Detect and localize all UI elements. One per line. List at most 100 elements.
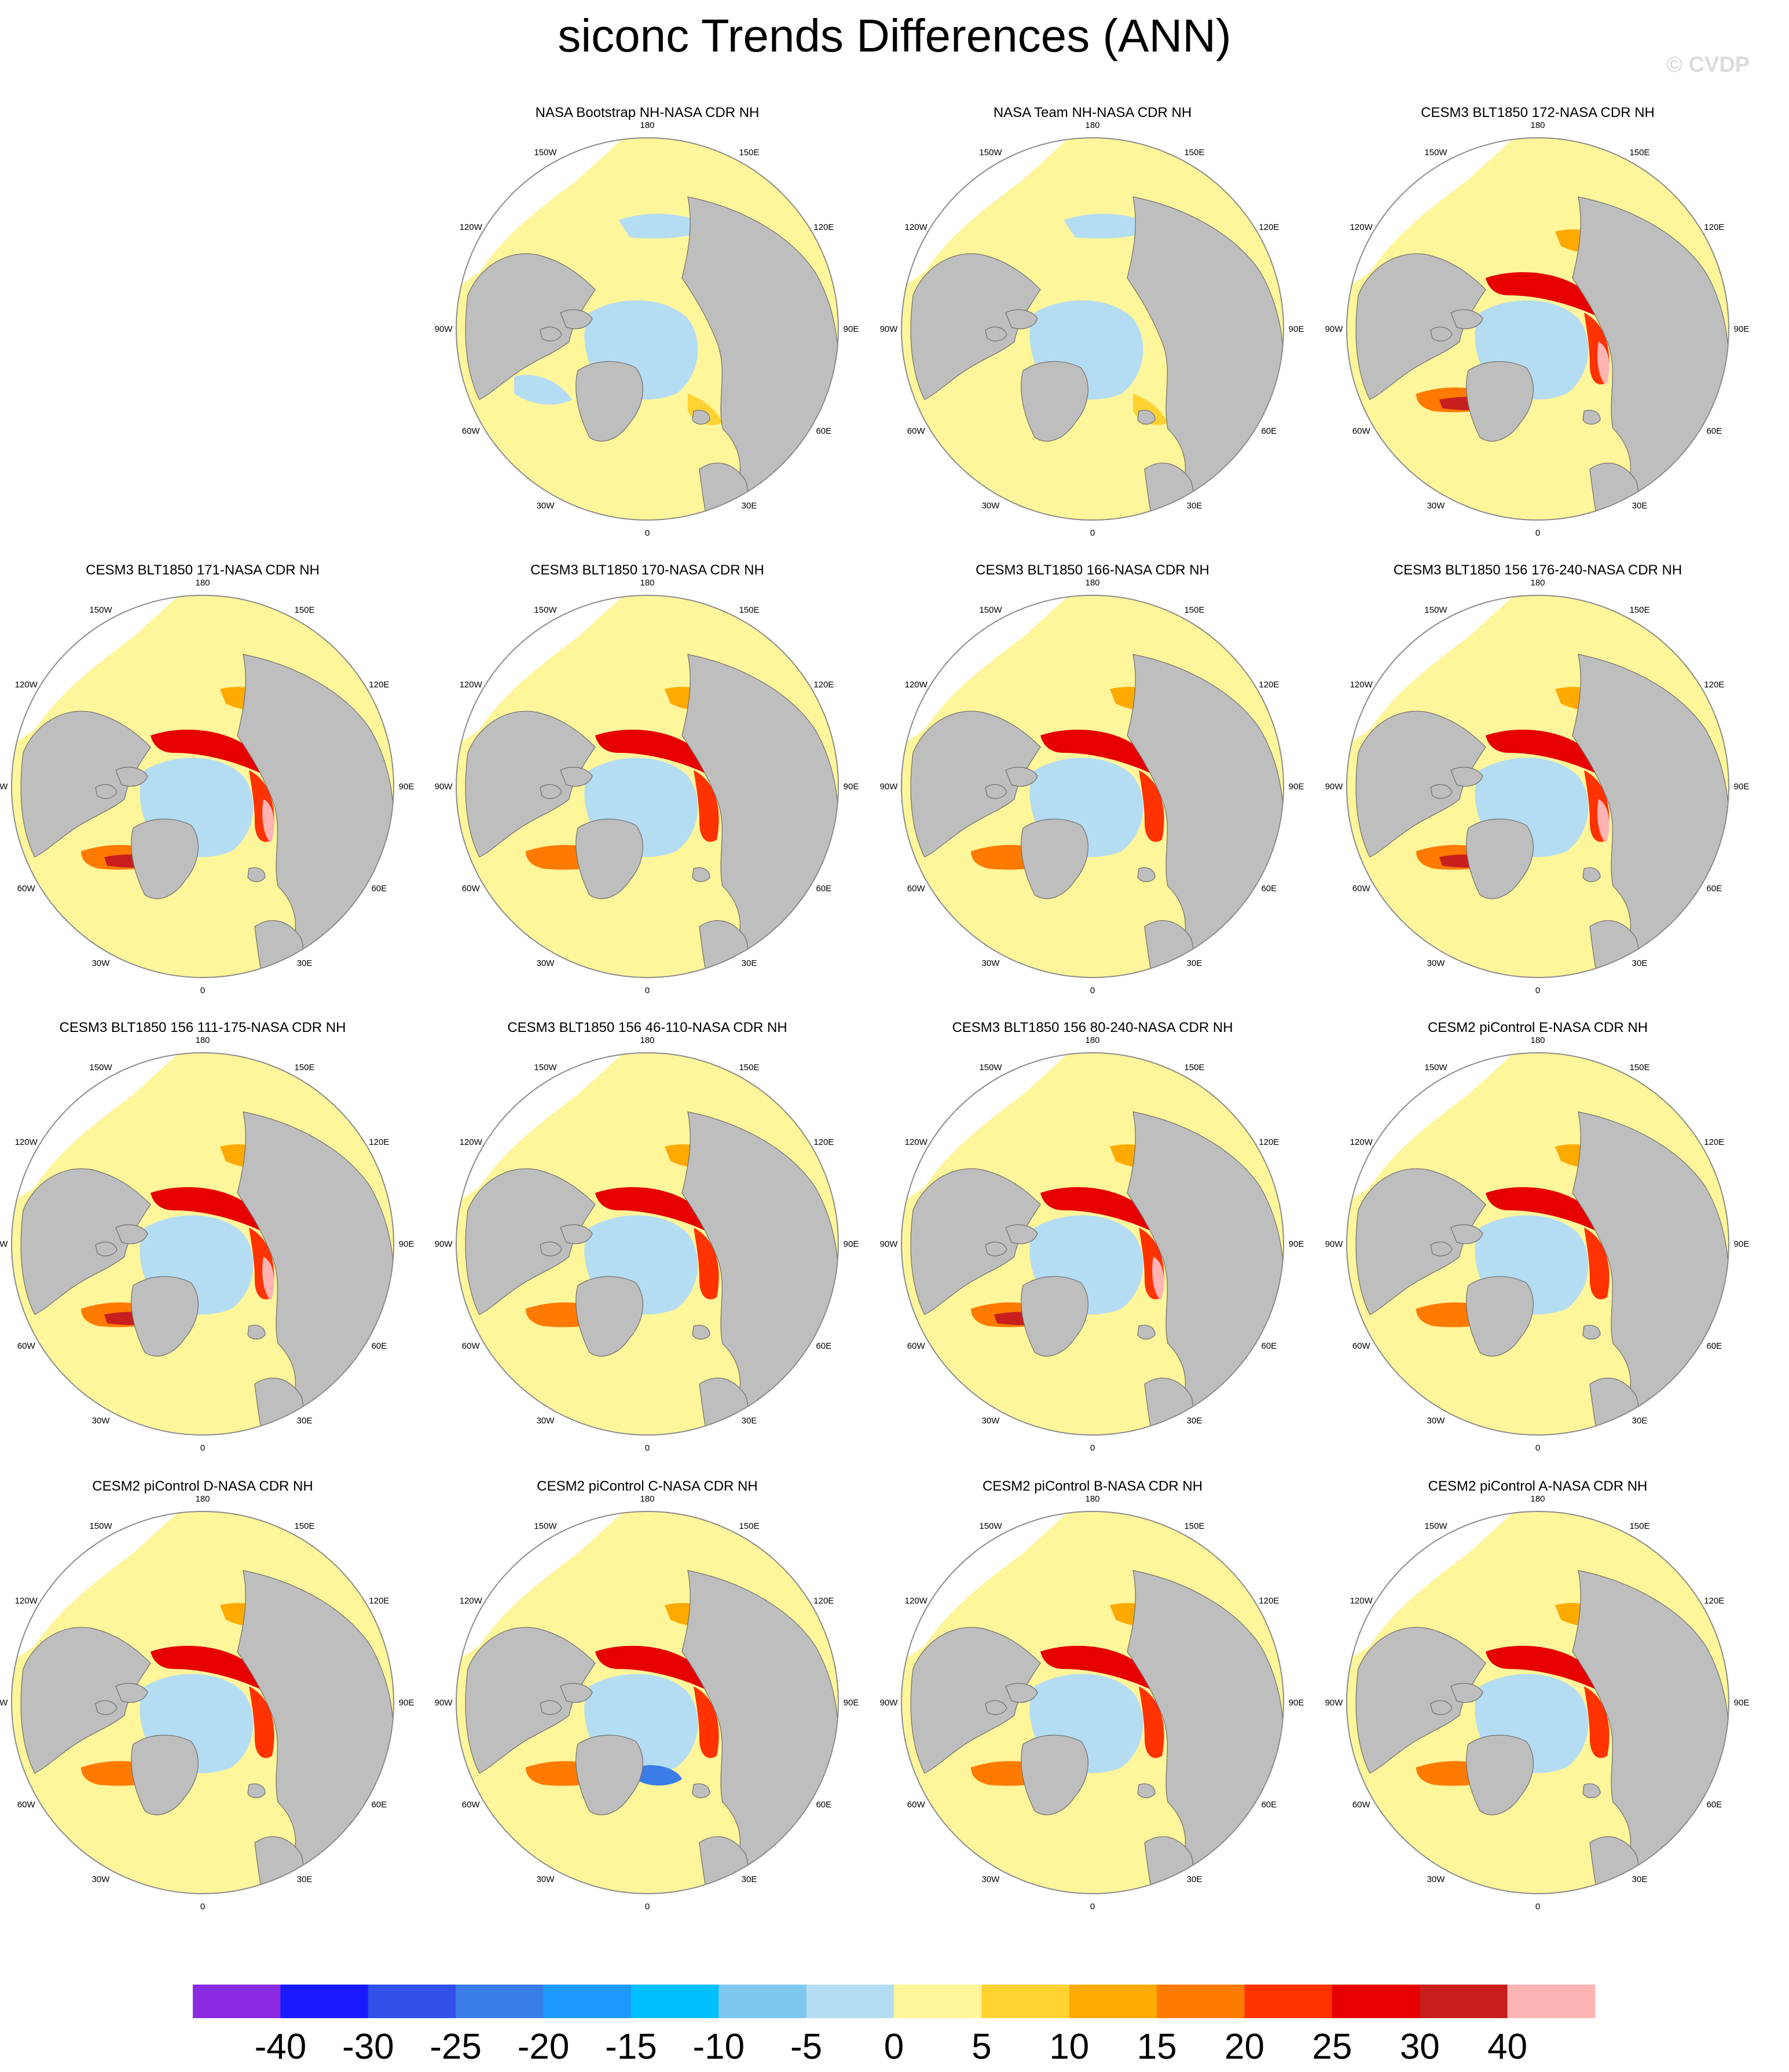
longitude-label: 60W	[1352, 1341, 1371, 1351]
land-layer	[910, 1570, 1284, 1894]
longitude-label: 0	[1535, 1443, 1540, 1453]
colorbar-swatch	[280, 1985, 369, 2018]
anomaly-patch	[262, 799, 274, 843]
longitude-label: 120E	[369, 680, 389, 690]
colorbar-swatch	[1244, 1985, 1333, 2018]
longitude-label: 60E	[816, 884, 831, 894]
land-mass	[20, 1168, 151, 1315]
longitude-label: 60W	[907, 884, 926, 894]
longitude-label: 120E	[1704, 222, 1724, 232]
longitude-label: 150E	[1629, 1521, 1649, 1531]
longitude-label: 150E	[739, 148, 759, 158]
longitude-label: 150W	[979, 605, 1002, 615]
map-panel: CESM2 piControl E-NASA CDR NH 180 150E 120E…	[1325, 1019, 1750, 1453]
colorbar-tick-label: -15	[605, 2027, 657, 2067]
longitude-label: 0	[1090, 1902, 1095, 1912]
anomaly-patch	[1486, 1187, 1601, 1233]
land-mass	[1355, 1168, 1486, 1315]
longitude-label: 120W	[905, 1137, 928, 1147]
longitude-label: 180	[640, 1035, 654, 1045]
longitude-label: 0	[1535, 528, 1540, 538]
longitude-label: 30E	[1632, 501, 1648, 511]
land-layer	[465, 1570, 838, 1894]
longitude-label: 0	[200, 986, 205, 995]
land-layer	[910, 654, 1284, 978]
longitude-label: 30W	[537, 1875, 555, 1884]
longitude-label: 120E	[369, 1596, 389, 1606]
colorbar-svg: -40 -30 -25 -20 -15 -10 -5 0 5 10 15 20 25 30 40	[193, 1985, 1596, 2067]
land-layer	[20, 654, 394, 978]
map-content	[901, 138, 1284, 520]
polar-map: 180 150E 120E 90E 60E 30E 0 30W 60W 90W 120W 150W	[880, 1035, 1304, 1453]
longitude-label: 30W	[982, 958, 1000, 968]
land-mass	[95, 784, 118, 799]
land-mass	[465, 253, 596, 400]
land-mass	[247, 1783, 266, 1799]
land-mass	[465, 1627, 596, 1774]
land-mass	[985, 1700, 1007, 1715]
anomaly-patch	[595, 1646, 711, 1692]
land-layer	[20, 1111, 394, 1435]
longitude-label: 30E	[1632, 1875, 1648, 1884]
longitude-label: 30E	[742, 958, 757, 968]
longitude-label: 150E	[1629, 1063, 1649, 1072]
longitude-label: 0	[1090, 528, 1095, 538]
land-mass	[1144, 1378, 1194, 1435]
longitude-label: 30E	[297, 1875, 313, 1884]
longitude-label: 90W	[1325, 324, 1344, 334]
longitude-label: 30E	[742, 501, 757, 511]
longitude-label: 150W	[89, 605, 112, 615]
land-mass	[910, 1627, 1041, 1774]
map-frame	[1346, 137, 1729, 521]
longitude-label: 180	[1530, 578, 1545, 588]
map-content	[456, 1053, 838, 1435]
map-frame	[901, 1052, 1284, 1436]
longitude-label: 120W	[1350, 1596, 1373, 1606]
land-mass	[699, 1378, 749, 1435]
polar-map: 180 150E 120E 90E 60E 30E 0 30W 60W 90W 120W 150W	[1325, 1035, 1750, 1453]
anomaly-patch	[1597, 799, 1610, 843]
longitude-label: 180	[1530, 1035, 1545, 1045]
longitude-label: 120E	[1259, 1596, 1279, 1606]
figure-title: siconc Trends Differences (ANN)	[558, 10, 1231, 61]
longitude-label: 90E	[399, 1239, 415, 1249]
map-content	[12, 1511, 394, 1894]
anomaly-patch	[1139, 1686, 1164, 1758]
panel-title: CESM3 BLT1850 156 111-175-NASA CDR NH	[59, 1020, 346, 1035]
longitude-label: 120E	[369, 1137, 389, 1147]
map-panel: CESM3 BLT1850 166-NASA CDR NH 180 150E 120E…	[880, 562, 1304, 995]
land-mass	[1589, 463, 1639, 520]
anomaly-patch	[1597, 342, 1610, 385]
longitude-label: 180	[640, 1494, 654, 1504]
longitude-label: 150E	[294, 605, 314, 615]
colorbar-tick-label: 15	[1137, 2027, 1177, 2067]
longitude-label: 0	[1090, 986, 1095, 995]
anomaly-patch	[1064, 214, 1156, 239]
longitude-label: 150E	[1629, 605, 1649, 615]
longitude-label: 30W	[1427, 1875, 1446, 1884]
land-mass	[540, 784, 562, 799]
longitude-label: 90E	[1289, 782, 1304, 792]
panel-title: CESM3 BLT1850 171-NASA CDR NH	[86, 562, 320, 578]
land-mass	[1450, 1224, 1483, 1244]
longitude-label: 120W	[905, 222, 928, 232]
longitude-label: 180	[1085, 120, 1099, 130]
longitude-label: 150E	[739, 1063, 759, 1072]
map-panel: CESM3 BLT1850 156 176-240-NASA CDR NH 180…	[1325, 562, 1750, 995]
anomaly-patch	[1486, 1646, 1601, 1692]
land-mass	[560, 1683, 593, 1703]
land-mass	[1355, 253, 1486, 400]
longitude-label: 90W	[1325, 1239, 1344, 1249]
land-mass	[131, 1276, 199, 1357]
panel-title: CESM2 piControl D-NASA CDR NH	[92, 1478, 313, 1494]
land-mass	[1466, 1276, 1534, 1357]
longitude-label: 60E	[816, 426, 831, 436]
map-frame	[456, 137, 839, 521]
longitude-label: 120W	[460, 1137, 483, 1147]
longitude-label: 30E	[1632, 1416, 1648, 1426]
land-mass	[115, 1683, 148, 1703]
longitude-label: 120W	[905, 1596, 928, 1606]
land-mass	[1450, 767, 1483, 787]
longitude-label: 90E	[1734, 1698, 1750, 1708]
longitude-label: 90W	[1325, 782, 1344, 792]
